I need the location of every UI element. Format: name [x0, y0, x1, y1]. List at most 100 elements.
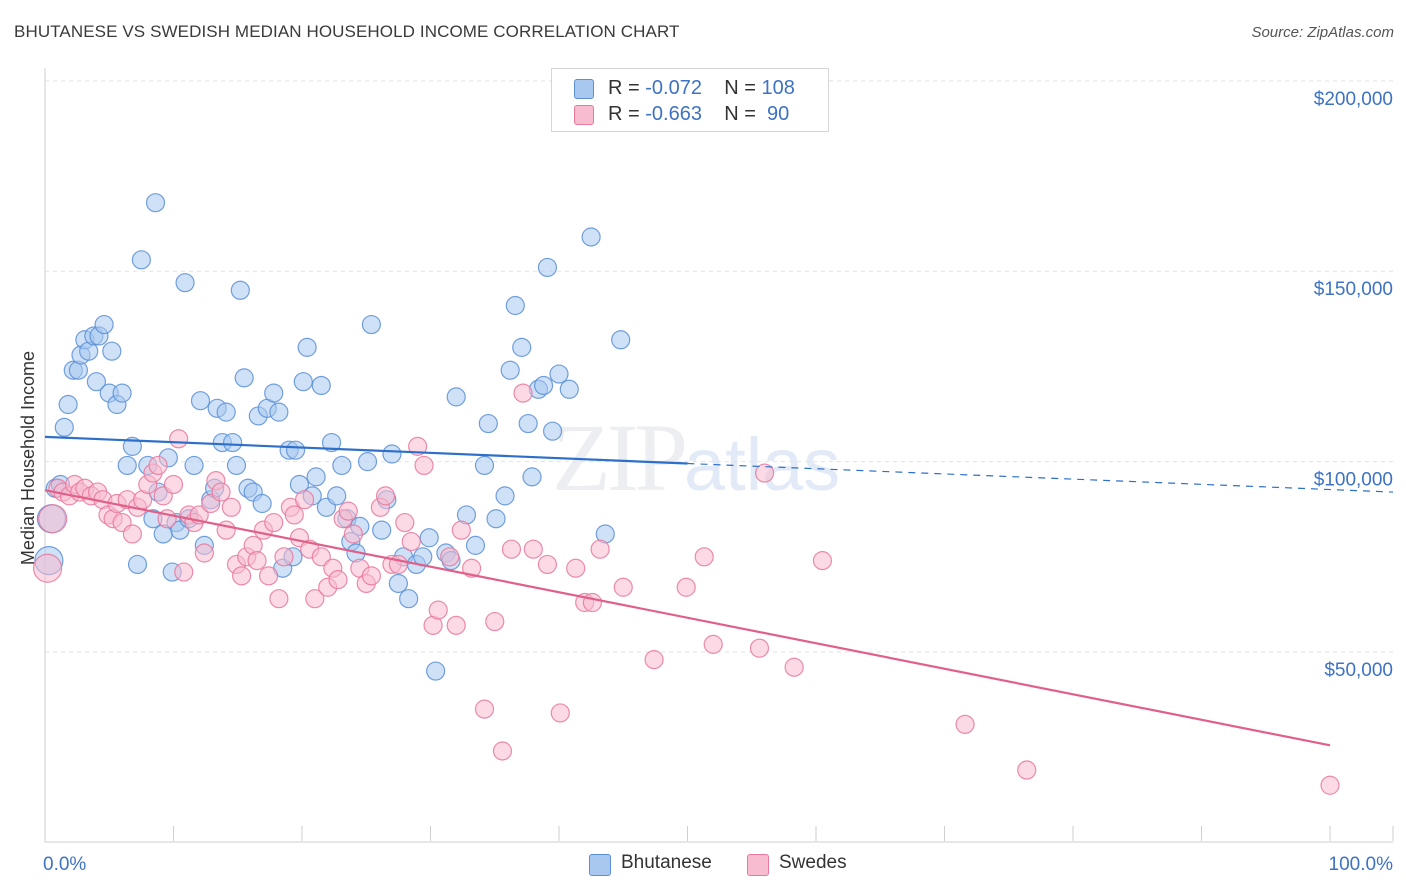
data-point — [284, 505, 304, 525]
data-point — [518, 413, 538, 434]
data-point — [485, 611, 505, 632]
data-point — [343, 524, 363, 544]
data-point — [428, 600, 448, 620]
data-point — [581, 227, 601, 247]
legend-r-label: R = — [608, 103, 646, 125]
data-point — [446, 615, 466, 635]
data-point — [399, 589, 419, 609]
data-point — [145, 193, 166, 213]
data-point — [523, 539, 543, 559]
data-point — [375, 486, 396, 506]
data-point — [216, 402, 236, 422]
data-point — [297, 337, 317, 357]
data-point — [258, 566, 279, 586]
legend-swatch-blue — [589, 854, 611, 876]
chart-title: BHUTANESE VS SWEDISH MEDIAN HOUSEHOLD IN… — [14, 22, 680, 41]
data-point — [451, 520, 471, 540]
watermark-zip: ZIP — [552, 404, 688, 511]
data-point — [230, 280, 250, 300]
data-point — [361, 566, 381, 586]
legend-label: Bhutanese — [621, 852, 712, 873]
data-point — [361, 314, 381, 335]
data-point — [247, 551, 267, 571]
data-point — [440, 547, 460, 567]
data-point — [269, 402, 289, 422]
watermark: ZIPatlas — [552, 402, 840, 513]
data-point — [54, 417, 74, 437]
axis-labels: $50,000 $100,000 $150,000 $200,000 0.0% 100.0… — [18, 89, 1393, 875]
data-point — [426, 661, 446, 681]
axes — [44, 68, 1394, 843]
data-point — [537, 554, 558, 575]
data-point — [613, 577, 633, 597]
data-point — [419, 528, 439, 548]
data-point — [812, 551, 833, 571]
data-point — [269, 589, 289, 609]
data-point — [611, 330, 631, 350]
data-point — [542, 421, 563, 441]
data-point — [305, 589, 325, 609]
data-point — [784, 657, 804, 677]
data-point — [414, 455, 434, 476]
data-point — [500, 360, 520, 380]
data-point — [232, 566, 252, 586]
data-point — [533, 375, 554, 396]
legend-row-swedes: R = -0.663 N = 90 — [574, 101, 789, 127]
data-point — [32, 553, 63, 583]
data-point — [566, 558, 586, 578]
data-point — [486, 509, 506, 529]
y-tick-label: $200,000 — [1314, 89, 1393, 110]
data-point — [274, 547, 294, 567]
data-point — [446, 387, 466, 407]
data-point — [388, 573, 408, 594]
data-point — [501, 539, 522, 559]
legend-n-label: N = — [724, 77, 762, 99]
data-point — [184, 455, 204, 476]
data-point — [582, 592, 603, 613]
source-credit: Source: ZipAtlas.com — [1251, 24, 1394, 41]
data-point — [644, 650, 664, 670]
data-point — [122, 524, 142, 544]
data-point — [226, 455, 247, 476]
data-point — [127, 554, 148, 575]
data-point — [175, 273, 195, 293]
data-point — [590, 539, 610, 559]
data-point — [169, 429, 189, 449]
data-point — [234, 368, 254, 388]
data-point — [559, 379, 579, 399]
data-point — [703, 634, 723, 654]
data-point — [505, 295, 525, 316]
data-point — [190, 391, 211, 411]
bhutanese-trend-line — [44, 435, 688, 465]
legend-r-label: R = — [608, 77, 646, 99]
data-point — [86, 372, 107, 392]
y-tick-label: $100,000 — [1314, 470, 1393, 491]
data-point — [264, 512, 284, 533]
data-point — [194, 543, 214, 563]
data-point — [112, 383, 132, 403]
data-point — [955, 714, 975, 734]
data-point — [223, 432, 243, 453]
data-point — [163, 474, 184, 495]
legend-swatch-pink — [574, 105, 594, 125]
data-point — [1017, 760, 1037, 780]
data-point — [264, 383, 284, 403]
data-point — [550, 703, 570, 723]
data-point — [749, 638, 770, 658]
legend-swatch-blue — [574, 79, 594, 99]
y-axis-title: Median Household Income — [18, 351, 38, 565]
data-point — [474, 699, 495, 719]
data-point — [1320, 775, 1340, 795]
data-point — [306, 467, 326, 487]
bhutanese-trend-extension — [687, 462, 1394, 493]
data-point — [395, 512, 415, 533]
data-point — [357, 452, 378, 472]
legend-swatch-pink — [747, 854, 769, 876]
trend-lines — [44, 435, 1394, 747]
data-point — [462, 558, 482, 578]
data-point — [311, 547, 331, 567]
x-tick-label: 0.0% — [43, 854, 86, 875]
y-tick-label: $50,000 — [1324, 660, 1393, 681]
data-point — [465, 535, 486, 555]
